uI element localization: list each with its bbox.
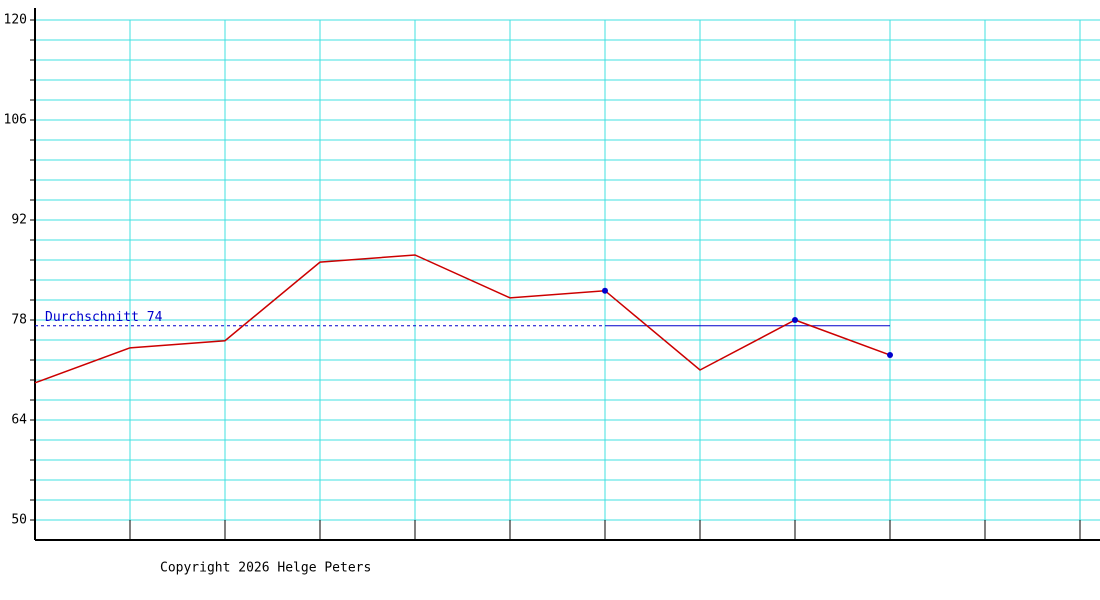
data-point: [887, 352, 893, 358]
y-tick-label: 78: [11, 313, 27, 328]
data-point: [602, 287, 608, 294]
data-line: [34, 254, 891, 384]
y-tick-label: 120: [4, 13, 27, 28]
y-tick-label: 64: [11, 413, 27, 428]
average-label: Durchschnitt 74: [45, 310, 163, 325]
y-tick-label: 50: [11, 513, 27, 528]
footer: Copyright 2026 Helge Peters: [160, 561, 371, 576]
data-point: [792, 317, 798, 323]
y-tick-label: 106: [4, 113, 27, 128]
y-tick-label: 92: [11, 213, 27, 228]
